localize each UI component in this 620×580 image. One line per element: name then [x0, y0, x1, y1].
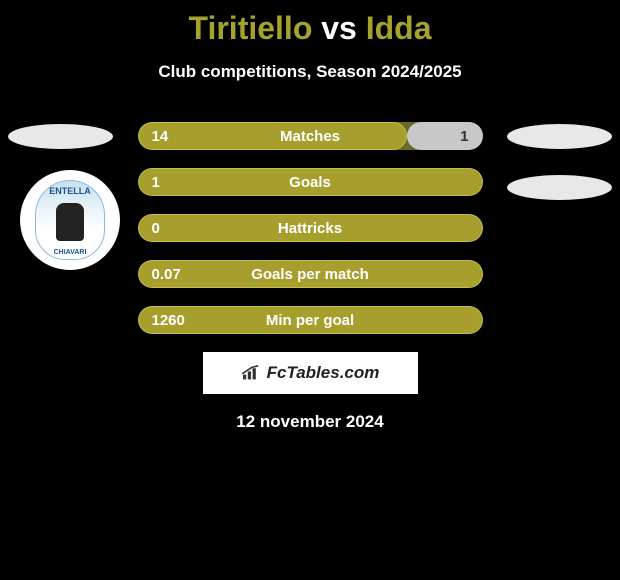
stats-container: 14Matches11Goals0Hattricks0.07Goals per … — [138, 122, 483, 334]
stat-label: Goals per match — [138, 260, 483, 288]
logo-text: FcTables.com — [267, 363, 380, 383]
badge-text-bottom: CHIAVARI — [36, 249, 104, 256]
stat-value-right: 1 — [460, 122, 468, 150]
team-badge-left: ENTELLA CHIAVARI — [20, 170, 120, 270]
stat-row: 0.07Goals per match — [138, 260, 483, 288]
stat-label: Hattricks — [138, 214, 483, 242]
vs-text: vs — [321, 10, 357, 46]
chart-icon — [241, 365, 261, 381]
stat-row: 1Goals — [138, 168, 483, 196]
badge-figure — [56, 203, 84, 241]
stat-row: 14Matches1 — [138, 122, 483, 150]
stat-label: Matches — [138, 122, 483, 150]
logo-box: FcTables.com — [203, 352, 418, 394]
avatar-right-placeholder-2 — [507, 175, 612, 200]
stat-label: Goals — [138, 168, 483, 196]
comparison-title: Tiritiello vs Idda — [0, 0, 620, 47]
stat-row: 1260Min per goal — [138, 306, 483, 334]
avatar-right-placeholder-1 — [507, 124, 612, 149]
stat-label: Min per goal — [138, 306, 483, 334]
stat-row: 0Hattricks — [138, 214, 483, 242]
badge-shield: ENTELLA CHIAVARI — [35, 180, 105, 260]
subtitle: Club competitions, Season 2024/2025 — [0, 62, 620, 82]
player1-name: Tiritiello — [188, 10, 312, 46]
avatar-left-placeholder-1 — [8, 124, 113, 149]
date-text: 12 november 2024 — [0, 412, 620, 432]
player2-name: Idda — [366, 10, 432, 46]
badge-text-top: ENTELLA — [36, 186, 104, 196]
